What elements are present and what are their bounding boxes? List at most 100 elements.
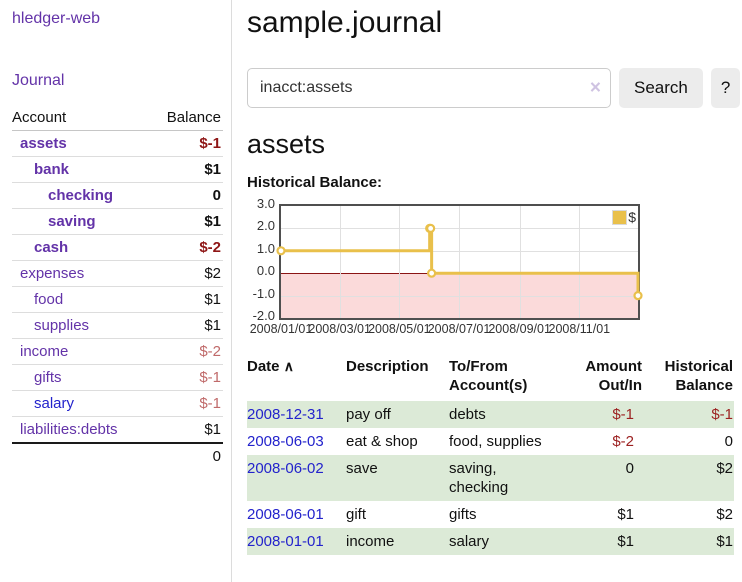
sidebar-account-link[interactable]: expenses (20, 265, 85, 282)
chart-plot-area: $ (276, 204, 643, 320)
account-balance: $1 (204, 421, 221, 438)
sidebar-account-link[interactable]: checking (48, 187, 114, 204)
transaction-balance: $2 (716, 506, 733, 523)
sidebar-account-link[interactable]: income (20, 343, 69, 360)
x-axis-tick-label: 2008/07/01 (427, 322, 491, 336)
sort-ascending-icon: ∧ (283, 358, 294, 374)
account-balance: $-2 (199, 343, 221, 360)
y-axis-tick-label: -2.0 (252, 308, 275, 323)
y-axis-tick-label: 1.0 (256, 240, 275, 256)
account-balance: $2 (204, 265, 221, 282)
data-point-marker (276, 246, 286, 256)
accounts-table-header: Account Balance (12, 105, 223, 131)
transaction-date-link[interactable]: 2008-06-03 (247, 433, 324, 450)
transaction-accounts: food, supplies (449, 433, 542, 450)
clear-search-icon[interactable]: × (589, 77, 601, 99)
account-balance: $-1 (199, 369, 221, 386)
balance-column-header: Historical Balance (664, 358, 733, 394)
sidebar-account-link[interactable]: liabilities:debts (20, 421, 118, 438)
transaction-accounts: salary (449, 533, 490, 550)
table-row: 2008-06-01 gift gifts $1 $2 (247, 501, 734, 528)
sidebar-account-link[interactable]: assets (20, 135, 67, 152)
sidebar-account-link[interactable]: cash (34, 239, 69, 256)
sidebar-account-link[interactable]: gifts (34, 369, 62, 386)
transaction-description: eat & shop (346, 433, 418, 450)
transaction-amount: $1 (617, 506, 634, 523)
transaction-date-link[interactable]: 2008-12-31 (247, 406, 324, 423)
y-axis-tick-label: -1.0 (252, 285, 275, 301)
chart-title: Historical Balance: (247, 174, 383, 191)
main-content: sample.journal × Search ? assets Histori… (232, 0, 742, 582)
v-gridline (339, 206, 341, 318)
x-axis-tick-label: 2008/05/01 (368, 322, 431, 336)
legend-swatch-icon (612, 209, 628, 225)
transaction-amount: $-2 (612, 433, 634, 450)
transaction-balance: $2 (716, 460, 733, 477)
y-axis-tick-label: 0.0 (256, 263, 275, 279)
account-row: food $1 (12, 287, 223, 313)
account-row: cash $-2 (12, 235, 223, 261)
account-row: assets $-1 (12, 131, 223, 157)
account-column-header: Account (12, 109, 67, 126)
accounts-total-value: 0 (212, 448, 221, 465)
account-balance: $1 (204, 317, 221, 334)
account-balance: $1 (204, 213, 221, 230)
account-balance: $-1 (199, 395, 221, 412)
y-axis-tick-label: 2.0 (256, 218, 275, 234)
description-column-header: Description (346, 358, 429, 375)
account-balance: $1 (204, 161, 221, 178)
balance-column-header: Balance (166, 109, 221, 126)
account-row: salary $-1 (12, 391, 223, 417)
accounts-balance-table: Account Balance assets $-1 bank $1 checking 0… (12, 105, 223, 469)
transaction-description: save (346, 460, 378, 477)
transaction-balance: $1 (716, 533, 733, 550)
transaction-date-link[interactable]: 2008-06-01 (247, 506, 324, 523)
v-gridline (399, 206, 401, 318)
data-point-marker (426, 223, 436, 233)
brand-link[interactable]: hledger-web (12, 10, 101, 27)
x-axis-tick-label: 2008/11/01 (548, 322, 611, 336)
transaction-date-link[interactable]: 2008-06-02 (247, 460, 324, 477)
account-row: income $-2 (12, 339, 223, 365)
transaction-amount: 0 (625, 460, 634, 477)
sidebar: hledger-web Journal Account Balance asse… (0, 0, 232, 582)
v-gridline (459, 206, 460, 318)
x-axis-tick-label: 2008/09/01 (488, 322, 551, 336)
sidebar-account-link[interactable]: saving (48, 213, 96, 230)
table-row: 2008-12-31 pay off debts $-1 $-1 (247, 401, 734, 428)
search-button[interactable]: Search (619, 68, 703, 108)
sidebar-item-journal[interactable]: Journal (12, 72, 65, 89)
help-button[interactable]: ? (710, 68, 741, 108)
accounts-column-header: To/From Account(s) (449, 358, 528, 394)
transaction-accounts: saving, checking (449, 460, 509, 496)
account-balance: $-2 (199, 239, 221, 256)
x-axis-tick-label: 2008/01/01 (249, 322, 313, 336)
search-box: × (247, 68, 611, 108)
chart-legend: $ (612, 209, 636, 225)
register-table: Date ∧ Description To/From Account(s) Am… (247, 353, 734, 555)
transaction-description: pay off (346, 406, 391, 423)
account-row: checking 0 (12, 183, 223, 209)
transaction-description: income (346, 533, 395, 550)
account-balance: $1 (204, 291, 221, 308)
table-row: 2008-01-01 income salary $1 $1 (247, 528, 734, 555)
historical-balance-chart: $ 3.0 2.0 1.0 0.0 -1.0 -2.0 2008/01/01 2008/03/… (247, 196, 717, 339)
v-gridline (519, 206, 521, 318)
account-row: supplies $1 (12, 313, 223, 339)
page-title: sample.journal (247, 6, 443, 39)
date-column-header[interactable]: Date ∧ (247, 358, 294, 375)
sidebar-account-link[interactable]: food (34, 291, 64, 308)
data-point-marker (427, 268, 437, 278)
register-rows: 2008-12-31 pay off debts $-1 $-1 2008-06-03 ea… (247, 401, 734, 555)
v-gridline (579, 206, 581, 318)
legend-label: $ (628, 209, 636, 225)
transaction-date-link[interactable]: 2008-01-01 (247, 533, 324, 550)
account-balance: $-1 (199, 135, 221, 152)
sidebar-account-link[interactable]: salary (34, 395, 75, 412)
data-point-marker (633, 290, 643, 301)
sidebar-account-link[interactable]: bank (34, 161, 70, 178)
transaction-amount: $1 (617, 533, 634, 550)
search-input[interactable] (247, 68, 611, 108)
sidebar-account-link[interactable]: supplies (34, 317, 90, 334)
